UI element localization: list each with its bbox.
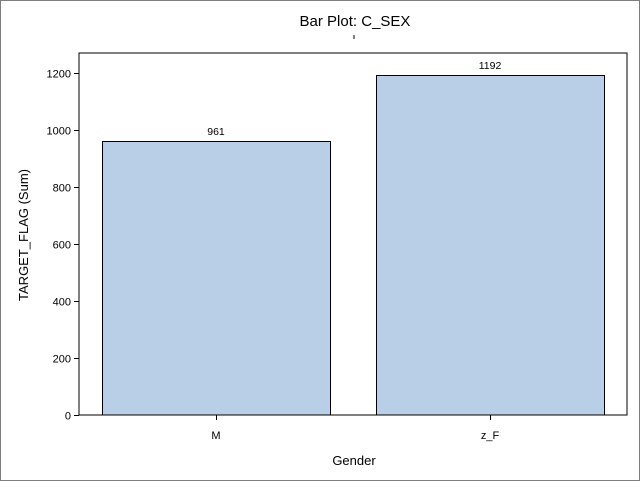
y-axis-label: TARGET_FLAG (Sum): [16, 169, 31, 301]
y-tick-label: 1000: [47, 126, 71, 138]
y-tick-label: 200: [53, 354, 71, 366]
x-axis-label: Gender: [332, 453, 376, 468]
y-tick-label: 0: [65, 411, 71, 423]
plot-area: 0 200 400 600 800 1000 1200 961 M 1192 z_F: [47, 52, 628, 442]
y-tick-label: 1200: [47, 69, 71, 81]
data-label-M: 961: [207, 126, 225, 138]
x-tick-label-z_F: z_F: [481, 430, 500, 442]
y-tick-label: 600: [53, 240, 71, 252]
plot-border: [78, 52, 628, 416]
x-tick-label-M: M: [211, 430, 220, 442]
bar-z_F: [376, 75, 605, 416]
data-label-z_F: 1192: [479, 60, 502, 72]
y-tick-label: 400: [53, 297, 71, 309]
y-tick-label: 800: [53, 183, 71, 195]
bar-M: [102, 141, 331, 416]
chart-title: Bar Plot: C_SEX: [300, 13, 411, 30]
